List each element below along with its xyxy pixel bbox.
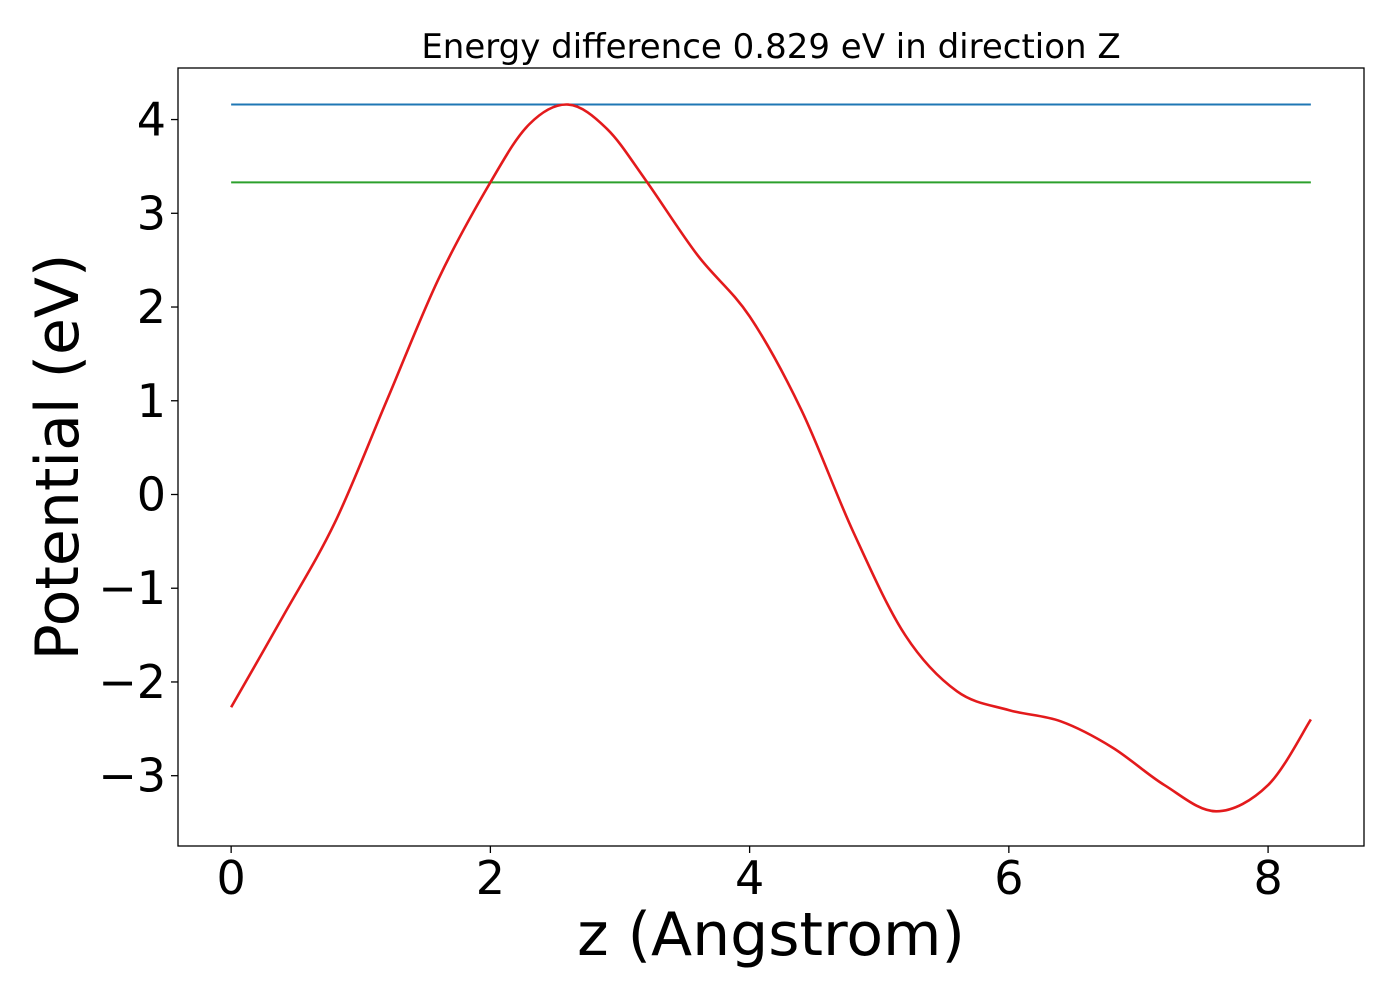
x-tick-label: 2 — [476, 851, 505, 905]
x-tick-label: 8 — [1253, 851, 1282, 905]
y-axis: −3 −2 −1 0 1 2 3 4 — [98, 93, 178, 803]
y-axis-label: Potential (eV) — [23, 254, 93, 661]
y-tick-label: −3 — [98, 749, 166, 803]
x-axis-label: z (Angstrom) — [577, 900, 965, 970]
y-tick-label: 4 — [137, 93, 166, 147]
y-tick-label: 3 — [137, 186, 166, 240]
y-tick-label: −2 — [98, 655, 166, 709]
series-layer — [230, 103, 1312, 813]
x-tick-label: 6 — [994, 851, 1023, 905]
y-tick-label: −1 — [98, 561, 166, 615]
y-tick-label: 1 — [137, 374, 166, 428]
chart-title: Energy difference 0.829 eV in direction … — [421, 27, 1120, 67]
plot-frame — [177, 67, 1365, 847]
x-tick-label: 0 — [217, 851, 246, 905]
series-line-3 — [230, 103, 1312, 813]
x-tick-label: 4 — [735, 851, 764, 905]
x-axis: 0 2 4 6 8 — [217, 846, 1283, 905]
y-tick-label: 2 — [137, 280, 166, 334]
y-tick-label: 0 — [137, 467, 166, 521]
